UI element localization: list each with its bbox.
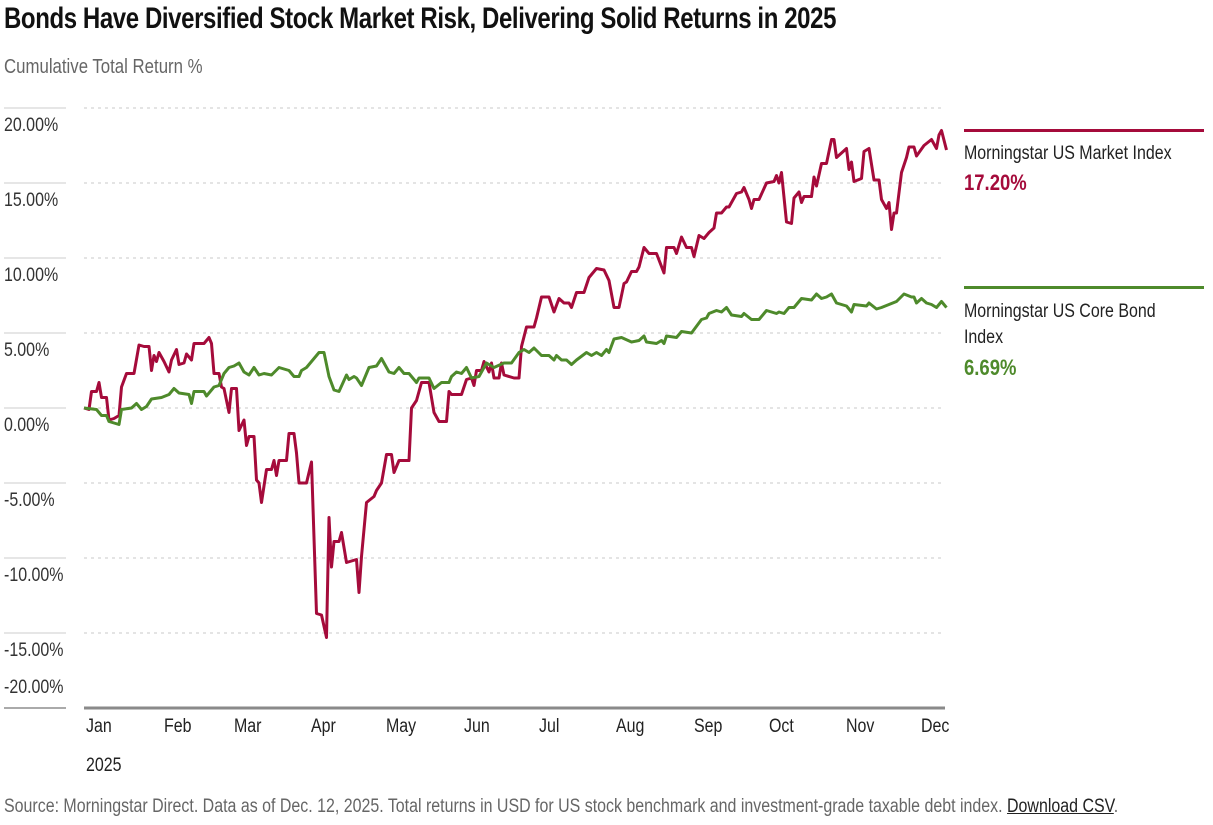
legend-value-bond: 6.69% <box>964 355 1026 381</box>
legend-label-stock-text: Morningstar US Market Index <box>964 143 1172 164</box>
x-axis-year-label: 2025 <box>86 755 128 777</box>
x-tick-label: Jul <box>539 716 563 738</box>
x-tick-label-text: Sep <box>693 716 722 737</box>
year-text: 2025 <box>86 755 122 776</box>
y-tick-label: 0.00% <box>4 415 58 437</box>
legend-line-bond <box>964 286 1204 289</box>
x-tick-label: Dec <box>921 716 955 738</box>
legend-value-bond-text: 6.69% <box>964 355 1017 380</box>
download-csv-link[interactable]: Download CSV <box>1007 796 1114 817</box>
x-tick-label: Mar <box>234 716 267 738</box>
x-tick-label-text: Feb <box>163 716 192 737</box>
y-tick-label: -15.00% <box>4 640 75 662</box>
x-tick-label: Jun <box>464 716 495 738</box>
series-line-stock <box>83 129 948 639</box>
x-tick-label-text: Apr <box>311 716 336 737</box>
chart-title-text: Bonds Have Diversified Stock Market Risk… <box>4 2 837 35</box>
chart-subtitle: Cumulative Total Return % <box>4 56 240 79</box>
y-tick-label-text: -5.00% <box>4 490 55 511</box>
y-tick-label-text: 5.00% <box>4 340 50 361</box>
x-tick-label: Jan <box>86 716 117 738</box>
legend-value-stock: 17.20% <box>964 170 1039 196</box>
y-tick-label-text: 15.00% <box>4 190 59 211</box>
x-tick-label-text: May <box>386 716 417 737</box>
y-tick-label: 10.00% <box>4 265 68 287</box>
legend-value-stock-text: 17.20% <box>964 170 1027 195</box>
y-tick-label: 20.00% <box>4 115 68 137</box>
chart-subtitle-text: Cumulative Total Return % <box>4 56 203 78</box>
y-tick-label-text: -20.00% <box>4 677 64 698</box>
x-tick-label-text: Aug <box>616 716 645 737</box>
y-tick-label: 15.00% <box>4 190 68 212</box>
x-tick-label-text: Oct <box>768 716 794 737</box>
x-tick-label: Oct <box>769 716 799 738</box>
x-tick-label: Aug <box>616 716 650 738</box>
x-tick-label-text: Dec <box>921 716 950 737</box>
series-line-bond <box>83 292 948 426</box>
legend-label-stock: Morningstar US Market Index <box>964 141 1213 167</box>
x-tick-label-text: Mar <box>233 716 261 737</box>
x-tick-label-text: Jul <box>538 716 559 737</box>
x-tick-label: Nov <box>846 716 880 738</box>
y-tick-label: -20.00% <box>4 677 75 699</box>
x-tick-label-text: Jan <box>86 716 112 737</box>
y-tick-label: -10.00% <box>4 565 75 587</box>
y-tick-label: -5.00% <box>4 490 64 512</box>
chart-title: Bonds Have Diversified Stock Market Risk… <box>4 2 1044 36</box>
x-tick-label: Sep <box>694 716 728 738</box>
x-tick-label: May <box>386 716 422 738</box>
source-note: Source: Morningstar Direct. Data as of D… <box>4 796 1119 817</box>
y-tick-label-text: 10.00% <box>4 265 59 286</box>
legend-line-stock <box>964 129 1204 132</box>
y-tick-label-text: 0.00% <box>4 415 50 436</box>
source-text: Source: Morningstar Direct. Data as of D… <box>4 796 1003 817</box>
y-tick-label-text: -15.00% <box>4 640 64 661</box>
x-tick-label: Apr <box>311 716 341 738</box>
y-tick-label-text: 20.00% <box>4 115 59 136</box>
x-tick-label-text: Nov <box>846 716 875 737</box>
legend-label-bond-text: Morningstar US Core Bond Index <box>964 301 1156 348</box>
series-lines <box>83 129 948 639</box>
x-tick-label-text: Jun <box>463 716 490 737</box>
y-tick-label: 5.00% <box>4 340 58 362</box>
x-tick-label: Feb <box>164 716 197 738</box>
y-tick-label-text: -10.00% <box>4 565 64 586</box>
legend-label-bond: Morningstar US Core Bond Index <box>964 299 1194 351</box>
gridlines <box>4 107 945 710</box>
